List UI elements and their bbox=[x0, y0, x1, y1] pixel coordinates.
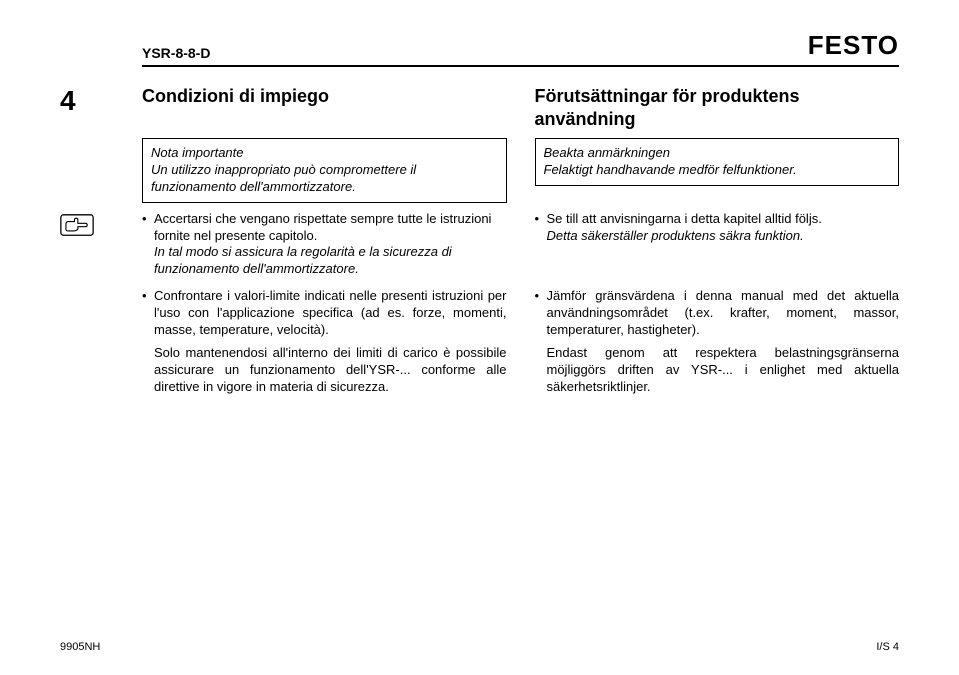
para-left-2: Solo mantenendosi all'interno dei limiti… bbox=[142, 345, 507, 396]
note-box-left: Nota importante Un utilizzo inappropriat… bbox=[142, 138, 507, 203]
footer-left: 9905NH bbox=[60, 641, 100, 653]
para-left-2-text: Solo mantenendosi all'interno dei limiti… bbox=[154, 345, 507, 396]
note-title-right: Beakta anmärkningen bbox=[544, 145, 891, 162]
note-body-right: Felaktigt handhavande medför felfunktion… bbox=[544, 162, 891, 179]
gutter-hand bbox=[60, 211, 142, 279]
product-code: YSR-8-8-D bbox=[142, 45, 210, 61]
bullet-right: • Se till att anvisningarna i detta kapi… bbox=[535, 211, 900, 245]
para-left-1: • Confrontare i valori-limite indicati n… bbox=[142, 288, 507, 339]
bullet-right-text: Se till att anvisningarna i detta kapite… bbox=[547, 211, 822, 226]
notes-row: Nota importante Un utilizzo inappropriat… bbox=[60, 138, 899, 203]
footer: 9905NH I/S 4 bbox=[60, 641, 899, 653]
title-row: 4 Condizioni di impiego Förutsättningar … bbox=[60, 85, 899, 130]
para-right-2-text: Endast genom att respektera belastningsg… bbox=[547, 345, 900, 396]
bullet-left-text: Accertarsi che vengano rispettate sempre… bbox=[154, 211, 491, 243]
footer-right: I/S 4 bbox=[876, 641, 899, 653]
bullet-icon: • bbox=[535, 211, 547, 228]
para-right-2: Endast genom att respektera belastningsg… bbox=[535, 345, 900, 396]
instruction-row: • Accertarsi che vengano rispettate semp… bbox=[60, 211, 899, 279]
bullet-left: • Accertarsi che vengano rispettate semp… bbox=[142, 211, 507, 279]
page: YSR-8-8-D FESTO 4 Condizioni di impiego … bbox=[0, 0, 959, 424]
bullet-left-after: In tal modo si assicura la regolarità e … bbox=[154, 244, 452, 276]
bullet-right-after: Detta säkerställer produktens säkra funk… bbox=[547, 228, 804, 243]
section-number: 4 bbox=[60, 85, 142, 130]
bullet-icon: • bbox=[142, 288, 154, 305]
paragraph-row: • Confrontare i valori-limite indicati n… bbox=[60, 288, 899, 395]
title-right: Förutsättningar för produktens användnin… bbox=[535, 85, 900, 130]
gutter bbox=[60, 288, 142, 395]
para-left-1-text: Confrontare i valori-limite indicati nel… bbox=[154, 288, 507, 339]
gutter bbox=[60, 138, 142, 203]
logo: FESTO bbox=[808, 30, 899, 61]
bullet-icon: • bbox=[535, 288, 547, 305]
note-body-left: Un utilizzo inappropriato può compromett… bbox=[151, 162, 498, 196]
bullet-icon: • bbox=[142, 211, 154, 228]
note-title-left: Nota importante bbox=[151, 145, 498, 162]
title-left: Condizioni di impiego bbox=[142, 85, 507, 130]
pointing-hand-icon bbox=[60, 213, 94, 237]
header: YSR-8-8-D FESTO bbox=[142, 30, 899, 67]
para-right-1: • Jämför gränsvärdena i denna manual med… bbox=[535, 288, 900, 339]
note-box-right: Beakta anmärkningen Felaktigt handhavand… bbox=[535, 138, 900, 186]
para-right-1-text: Jämför gränsvärdena i denna manual med d… bbox=[547, 288, 900, 339]
